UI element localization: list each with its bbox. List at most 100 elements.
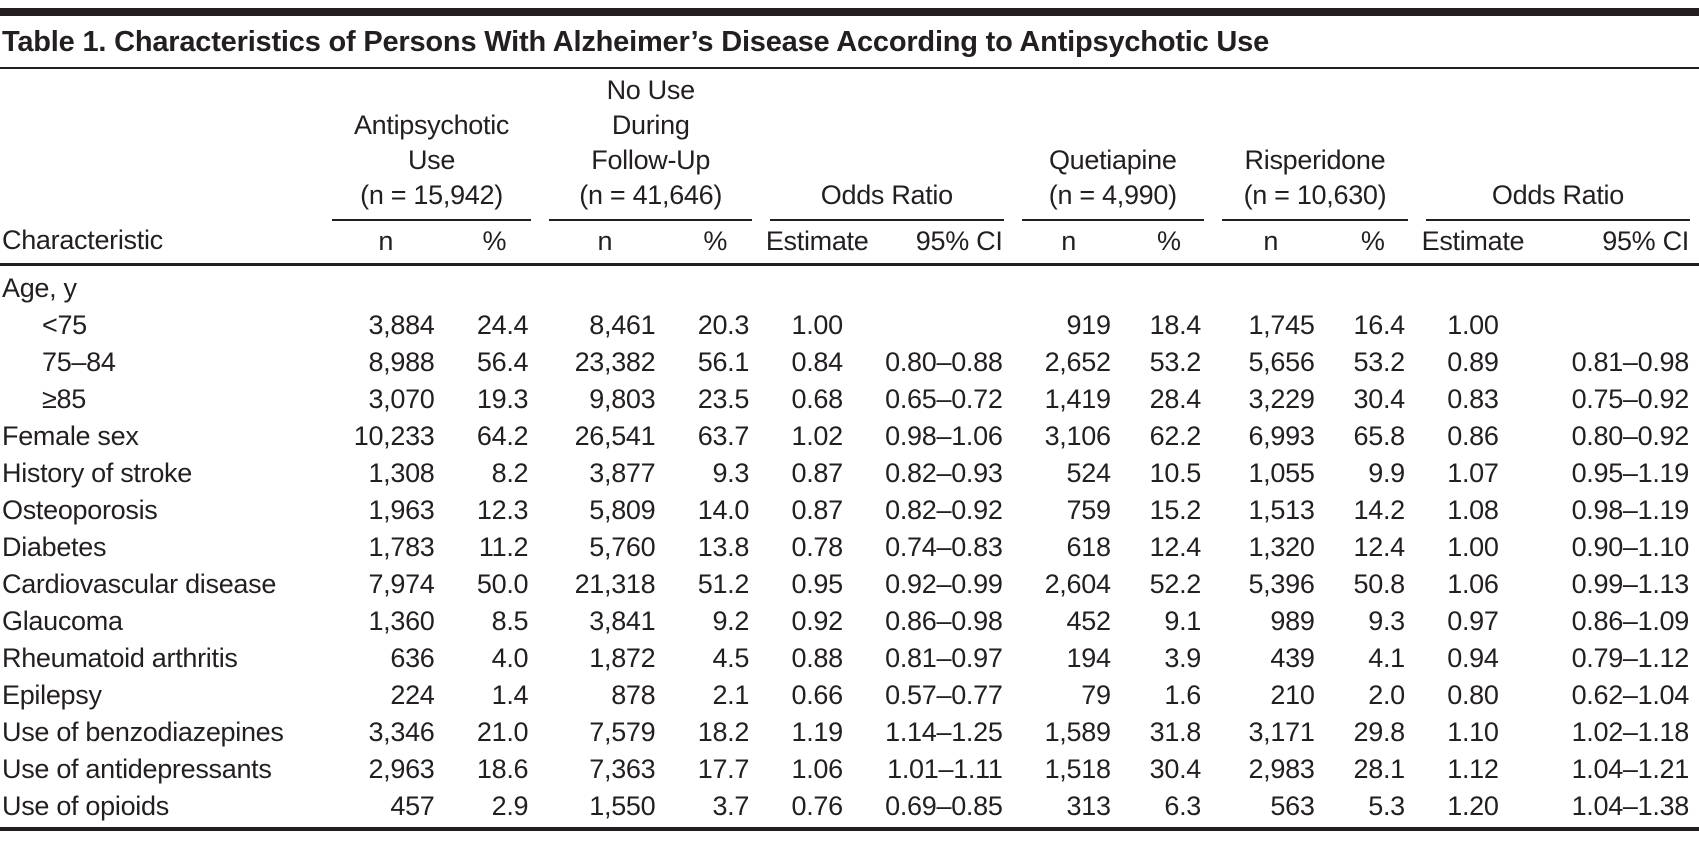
cell-antipsychotic-pct: 2.9	[491, 791, 529, 821]
cell-no-use-n: 9,803	[589, 384, 656, 414]
cell-odds-ratio-1-ci: 0.98–1.06	[885, 421, 1003, 451]
cell-quetiapine-n: 618	[1066, 532, 1111, 562]
cell-odds-ratio-2-estimate: 0.86	[1447, 421, 1499, 451]
cell-odds-ratio-1-ci	[873, 266, 1012, 307]
cell-risperidone-n: 6,993	[1248, 421, 1315, 451]
cell-antipsychotic-pct: 56.4	[476, 347, 529, 377]
cell-quetiapine-n: 2,652	[1044, 347, 1111, 377]
cell-quetiapine-pct: 12.4	[1149, 532, 1202, 562]
cell-no-use-n: 7,363	[589, 754, 656, 784]
column-header-no-use-pct: %	[669, 221, 762, 266]
cell-no-use-pct	[669, 266, 761, 307]
cell-no-use-n: 5,760	[589, 532, 656, 562]
cell-odds-ratio-2-ci: 0.90–1.10	[1571, 532, 1690, 562]
cell-antipsychotic-n: 1,308	[368, 458, 435, 488]
cell-odds-ratio-1-estimate: 0.66	[791, 680, 843, 710]
cell-no-use-pct: 3.7	[712, 791, 750, 821]
cell-odds-ratio-2-ci: 0.80–0.92	[1571, 421, 1690, 451]
cell-quetiapine-pct: 15.2	[1149, 495, 1202, 525]
cell-odds-ratio-2-ci: 0.79–1.12	[1571, 643, 1690, 673]
cell-odds-ratio-1-estimate: 0.84	[791, 347, 843, 377]
cell-quetiapine-n: 524	[1066, 458, 1111, 488]
column-group-label: Quetiapine (n = 4,990)	[1021, 143, 1205, 221]
row-label: Diabetes	[2, 532, 107, 562]
row-label: 75–84	[42, 347, 116, 377]
cell-risperidone-n: 3,229	[1248, 384, 1315, 414]
cell-antipsychotic-pct: 21.0	[476, 717, 529, 747]
cell-no-use-n: 3,841	[589, 606, 656, 636]
cell-quetiapine-n: 79	[1081, 680, 1111, 710]
cell-quetiapine-pct	[1125, 266, 1213, 307]
cell-odds-ratio-1-estimate: 0.76	[791, 791, 843, 821]
row-label: <75	[42, 310, 87, 340]
cell-quetiapine-pct: 53.2	[1149, 347, 1202, 377]
cell-quetiapine-pct: 30.4	[1149, 754, 1202, 784]
column-header-antipsychotic-pct: %	[448, 221, 541, 266]
cell-antipsychotic-pct: 19.3	[476, 384, 529, 414]
cell-risperidone-pct: 50.8	[1353, 569, 1406, 599]
sub-header-row: n% n% Estimate 95% CI n% n% Estimate 95% CI	[0, 221, 1699, 266]
column-group-risperidone: Risperidone (n = 10,630)	[1213, 69, 1417, 221]
cell-odds-ratio-1-ci: 1.14–1.25	[885, 717, 1003, 747]
cell-risperidone-n: 3,171	[1248, 717, 1315, 747]
cell-risperidone-n: 2,983	[1248, 754, 1315, 784]
cell-odds-ratio-1-ci: 0.74–0.83	[885, 532, 1003, 562]
cell-odds-ratio-2-estimate: 1.07	[1447, 458, 1499, 488]
cell-antipsychotic-n: 224	[390, 680, 435, 710]
top-rule	[0, 8, 1699, 16]
column-group-antipsychotic-use: Antipsychotic Use (n = 15,942)	[323, 69, 540, 221]
column-group-label: Risperidone (n = 10,630)	[1222, 143, 1408, 221]
cell-no-use-n: 3,877	[589, 458, 656, 488]
cell-antipsychotic-n	[323, 266, 449, 307]
cell-quetiapine-pct: 1.6	[1164, 680, 1202, 710]
cell-no-use-pct: 63.7	[697, 421, 750, 451]
cell-antipsychotic-pct	[449, 266, 541, 307]
cell-odds-ratio-1-ci: 0.86–0.98	[885, 606, 1003, 636]
cell-odds-ratio-1-estimate: 0.88	[791, 643, 843, 673]
cell-odds-ratio-2-estimate: 0.89	[1447, 347, 1499, 377]
table-row: <75 3,884 24.4 8,461 20.3 1.00 919 18.4 1,745 16.…	[0, 307, 1699, 344]
cell-risperidone-pct: 28.1	[1353, 754, 1406, 784]
cell-odds-ratio-2-estimate: 1.00	[1447, 310, 1499, 340]
cell-no-use-n: 8,461	[589, 310, 656, 340]
row-label: Cardiovascular disease	[2, 569, 277, 599]
cell-quetiapine-pct: 3.9	[1164, 643, 1202, 673]
cell-risperidone-n	[1213, 266, 1329, 307]
cell-odds-ratio-1-estimate: 0.68	[791, 384, 843, 414]
table-row: History of stroke 1,308 8.2 3,877 9.3 0.87 0.8…	[0, 455, 1699, 492]
cell-risperidone-pct: 12.4	[1353, 532, 1406, 562]
cell-odds-ratio-1-estimate: 0.92	[791, 606, 843, 636]
row-label: History of stroke	[2, 458, 192, 488]
cell-antipsychotic-pct: 4.0	[491, 643, 529, 673]
cell-risperidone-pct	[1329, 266, 1417, 307]
cell-quetiapine-pct: 28.4	[1149, 384, 1202, 414]
table-row: Rheumatoid arthritis 636 4.0 1,872 4.5 0.88 0.…	[0, 640, 1699, 677]
table-row: Glaucoma 1,360 8.5 3,841 9.2 0.92 0.86–0.98 452…	[0, 603, 1699, 640]
cell-odds-ratio-1-estimate	[761, 266, 873, 307]
section-row: Age, y	[0, 266, 1699, 307]
bottom-rule	[0, 827, 1699, 831]
characteristics-table: Characteristic Antipsychotic Use (n = 15…	[0, 69, 1699, 825]
cell-quetiapine-n: 313	[1066, 791, 1111, 821]
cell-antipsychotic-pct: 11.2	[478, 532, 529, 562]
cell-quetiapine-pct: 9.1	[1164, 606, 1202, 636]
cell-odds-ratio-2-estimate: 0.80	[1447, 680, 1499, 710]
row-label: Rheumatoid arthritis	[2, 643, 238, 673]
cell-antipsychotic-pct: 24.4	[476, 310, 529, 340]
cell-odds-ratio-1-ci: 0.82–0.93	[885, 458, 1003, 488]
cell-odds-ratio-2-estimate: 0.97	[1447, 606, 1499, 636]
table-header: Characteristic Antipsychotic Use (n = 15…	[0, 69, 1699, 266]
cell-antipsychotic-n: 8,988	[368, 347, 435, 377]
cell-odds-ratio-1-ci: 0.82–0.92	[885, 495, 1003, 525]
column-group-label: Odds Ratio	[770, 178, 1004, 221]
cell-odds-ratio-2-estimate: 1.08	[1447, 495, 1499, 525]
column-group-label: Odds Ratio	[1425, 178, 1690, 221]
row-label: Epilepsy	[2, 680, 102, 710]
table-row: Diabetes 1,783 11.2 5,760 13.8 0.78 0.74–0.83 6…	[0, 529, 1699, 566]
cell-risperidone-pct: 65.8	[1353, 421, 1406, 451]
row-label: Female sex	[2, 421, 139, 451]
cell-antipsychotic-n: 7,974	[368, 569, 435, 599]
cell-quetiapine-n: 452	[1066, 606, 1111, 636]
column-group-odds-ratio-risperidone-vs-quetiapine: Odds Ratio	[1417, 69, 1699, 221]
